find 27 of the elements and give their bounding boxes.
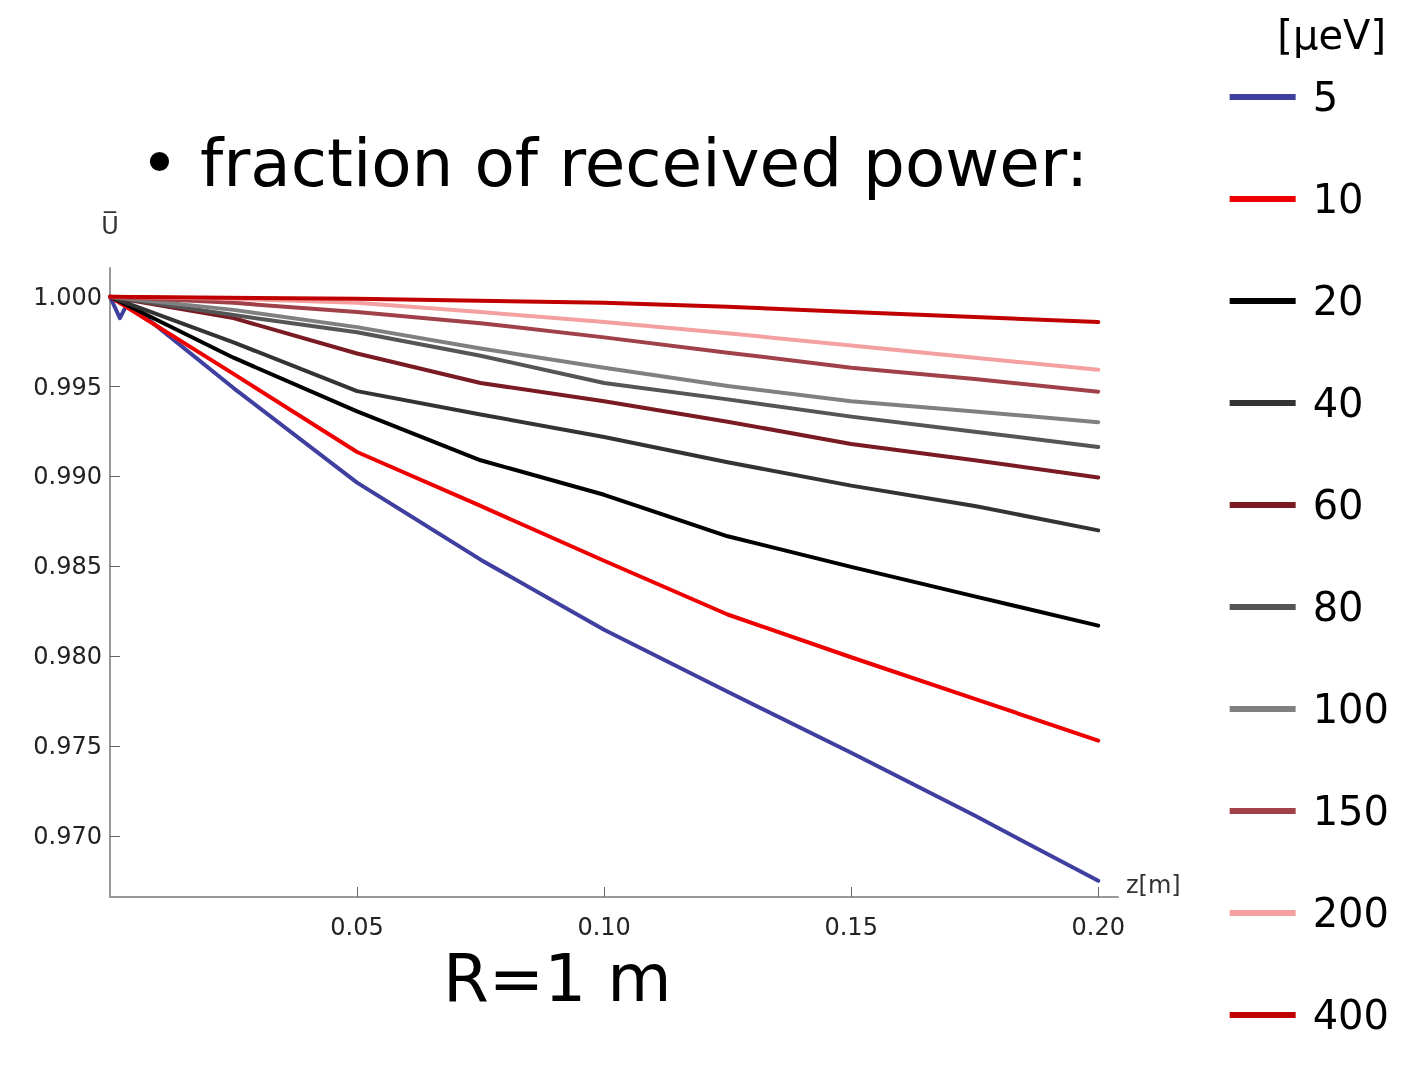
- legend-label: 20: [1312, 278, 1364, 324]
- y-tick-label: 0.995: [33, 372, 102, 401]
- legend-label: 10: [1312, 176, 1364, 222]
- x-axis-title: z[m]: [1126, 871, 1181, 899]
- legend-label: 150: [1312, 788, 1390, 834]
- y-tick-label: 0.980: [33, 642, 102, 671]
- y-tick-label: 0.990: [33, 462, 102, 491]
- legend-label: 400: [1312, 992, 1390, 1038]
- chart-title: • fraction of received power:: [140, 124, 1089, 202]
- y-tick-label: 0.975: [33, 732, 102, 761]
- y-tick-label: 1.000: [33, 282, 102, 311]
- legend-label: 200: [1312, 890, 1390, 936]
- legend-title: [μeV]: [1277, 12, 1387, 58]
- y-axis-title: U̅: [101, 210, 119, 240]
- x-tick-label: 0.20: [1071, 913, 1125, 941]
- legend-label: 100: [1312, 686, 1390, 732]
- legend-label: 80: [1312, 584, 1364, 630]
- x-tick-label: 0.10: [577, 913, 631, 941]
- legend-label: 5: [1312, 74, 1339, 120]
- x-tick-label: 0.05: [330, 913, 384, 941]
- line-series: [108, 294, 1101, 325]
- legend-label: 60: [1312, 482, 1364, 528]
- x-tick-label: 0.15: [824, 913, 878, 941]
- legend-label: 40: [1312, 380, 1364, 426]
- text: R=1 m: [443, 939, 672, 1017]
- y-tick-label: 0.970: [33, 821, 102, 850]
- y-tick-label: 0.985: [33, 552, 102, 581]
